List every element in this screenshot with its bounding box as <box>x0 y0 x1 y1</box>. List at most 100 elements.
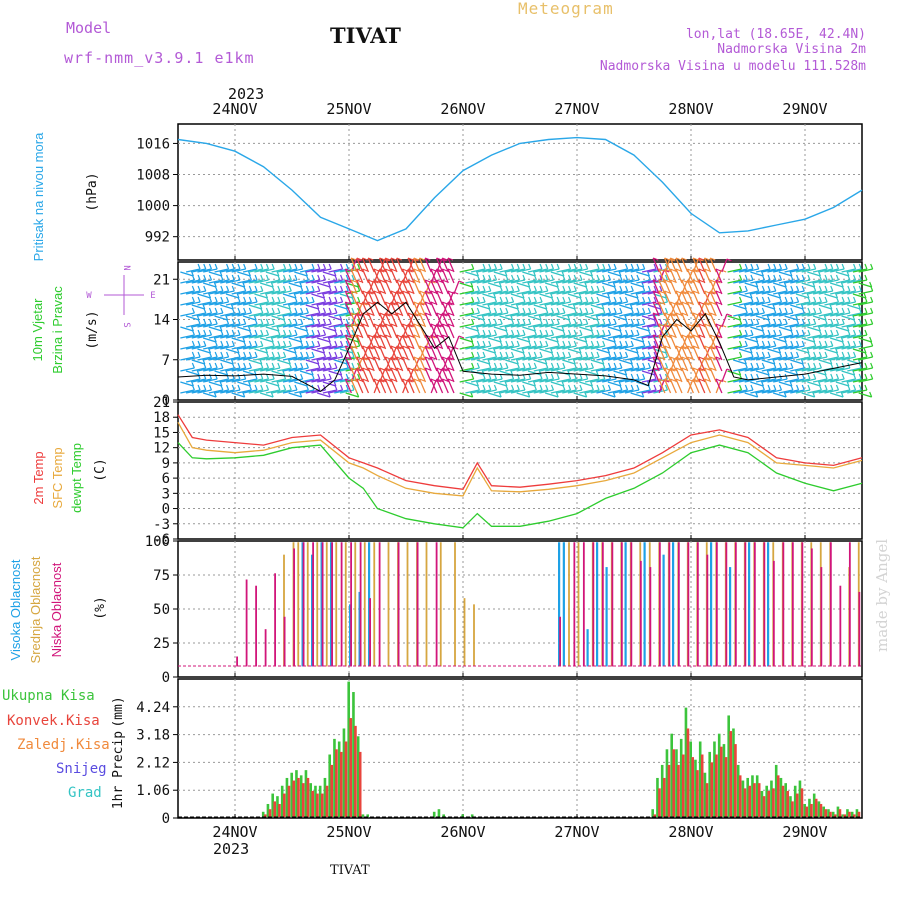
wind-barb <box>231 367 246 372</box>
compass-e: E <box>150 291 155 301</box>
wind-barb <box>378 334 387 350</box>
wind-barb-flag <box>636 307 640 314</box>
wind-barb <box>311 312 326 317</box>
wind-barb <box>847 345 862 350</box>
wind-barb <box>328 279 343 284</box>
wind-barb <box>305 268 320 273</box>
pressure-line <box>177 136 863 242</box>
wind-barb <box>727 345 742 350</box>
temp-unit: (C) <box>93 458 108 481</box>
wind-barb-flag <box>698 323 704 327</box>
wind-barb-flag <box>818 362 822 369</box>
wind-barb <box>499 323 514 328</box>
wind-barb-flag <box>675 312 682 316</box>
wind-barb-flag <box>602 318 606 325</box>
wind-barb-flag <box>664 323 670 327</box>
wind-barb-flag <box>294 373 298 380</box>
wind-barb-flag <box>231 285 235 292</box>
wind-barb <box>698 323 706 339</box>
wind-barb <box>407 323 415 339</box>
wind-barb <box>761 304 775 310</box>
cloud-ylabel-mid: Srednja Oblacnost <box>28 556 43 663</box>
wind-barb <box>703 268 712 284</box>
wind-barb-flag <box>715 334 722 338</box>
cloud-bar-0-15 <box>672 542 675 667</box>
wind-barb <box>237 367 252 372</box>
wind-barb-flag <box>493 384 498 391</box>
wind-barb <box>317 290 332 295</box>
wind-barb-flag <box>773 285 777 292</box>
wind-barb-flag <box>407 312 414 316</box>
wind-barb <box>265 381 280 387</box>
wind-barb-flag <box>328 263 332 270</box>
wind-barb-flag <box>830 274 834 281</box>
precip-bar-1-11 <box>316 793 319 817</box>
wind-barb <box>305 323 320 328</box>
wind-barb-flag <box>322 263 327 270</box>
wind-barb <box>550 312 566 317</box>
legend-total: Ukupna Kisa <box>2 688 95 704</box>
wind-barb <box>499 301 514 306</box>
wind-barb-flag <box>419 257 425 261</box>
precip-bar-1-53 <box>805 806 808 817</box>
wind-barb <box>453 335 460 350</box>
wind-barb <box>493 334 509 339</box>
wind-barb-flag <box>545 285 549 292</box>
wind-barb <box>225 293 240 299</box>
wind-barb <box>761 312 776 317</box>
wind-barb-flag <box>270 391 274 398</box>
wind-barb-flag <box>379 290 385 294</box>
wind-barb <box>573 356 588 361</box>
wind-unit: (m/s) <box>85 310 100 349</box>
wind-barb <box>248 345 263 350</box>
wind-barb-flag <box>322 362 327 369</box>
wind-barb-flag <box>288 307 292 314</box>
wind-barb <box>180 381 194 387</box>
wind-barb-flag <box>528 307 532 314</box>
wind-barb-flag <box>796 318 800 325</box>
wind-barb <box>277 290 292 295</box>
wind-barb-flag <box>539 351 543 358</box>
wind-barb-flag <box>533 384 537 391</box>
wind-barb-flag <box>562 296 566 303</box>
wind-barb-flag <box>784 318 788 325</box>
wind-barb-flag <box>277 285 281 292</box>
wind-barb <box>305 389 320 394</box>
wind-barb <box>277 367 292 372</box>
wind-barb <box>784 301 799 306</box>
wind-barb-flag <box>596 329 600 336</box>
wind-barb <box>590 312 605 317</box>
precip-bar-1-28 <box>686 728 690 817</box>
wind-barb-flag <box>220 274 224 281</box>
wind-barb-flag <box>265 329 270 336</box>
wind-barb-flag <box>761 351 765 358</box>
wind-barb <box>556 290 571 295</box>
wind-barb <box>441 301 449 317</box>
cloud-bar-2-24 <box>611 542 614 667</box>
wind-barb <box>602 268 617 273</box>
wind-barb <box>197 356 212 361</box>
wind-barb-flag <box>265 318 270 325</box>
wind-barb-flag <box>698 257 704 261</box>
wind-barb <box>658 334 666 350</box>
wind-barb <box>361 378 370 394</box>
wind-barb-flag <box>402 290 408 294</box>
wind-barb <box>784 334 799 339</box>
wind-barb <box>185 323 201 328</box>
wind-barb-flag <box>539 296 543 303</box>
wind-barb <box>584 301 600 306</box>
wind-barb <box>191 334 206 339</box>
wind-barb <box>824 301 839 306</box>
wind-barb-flag <box>231 274 235 281</box>
wind-barb-flag <box>367 257 374 261</box>
wind-barb <box>562 279 577 284</box>
wind-barb-flag <box>784 362 788 369</box>
wind-barb <box>288 282 302 288</box>
wind-barb <box>505 334 520 339</box>
wind-barb-flag <box>853 296 857 303</box>
wind-barb-flag <box>613 373 617 380</box>
wind-barb-flag <box>334 296 338 303</box>
wind-barb <box>282 293 297 299</box>
wind-barb-flag <box>739 340 743 347</box>
